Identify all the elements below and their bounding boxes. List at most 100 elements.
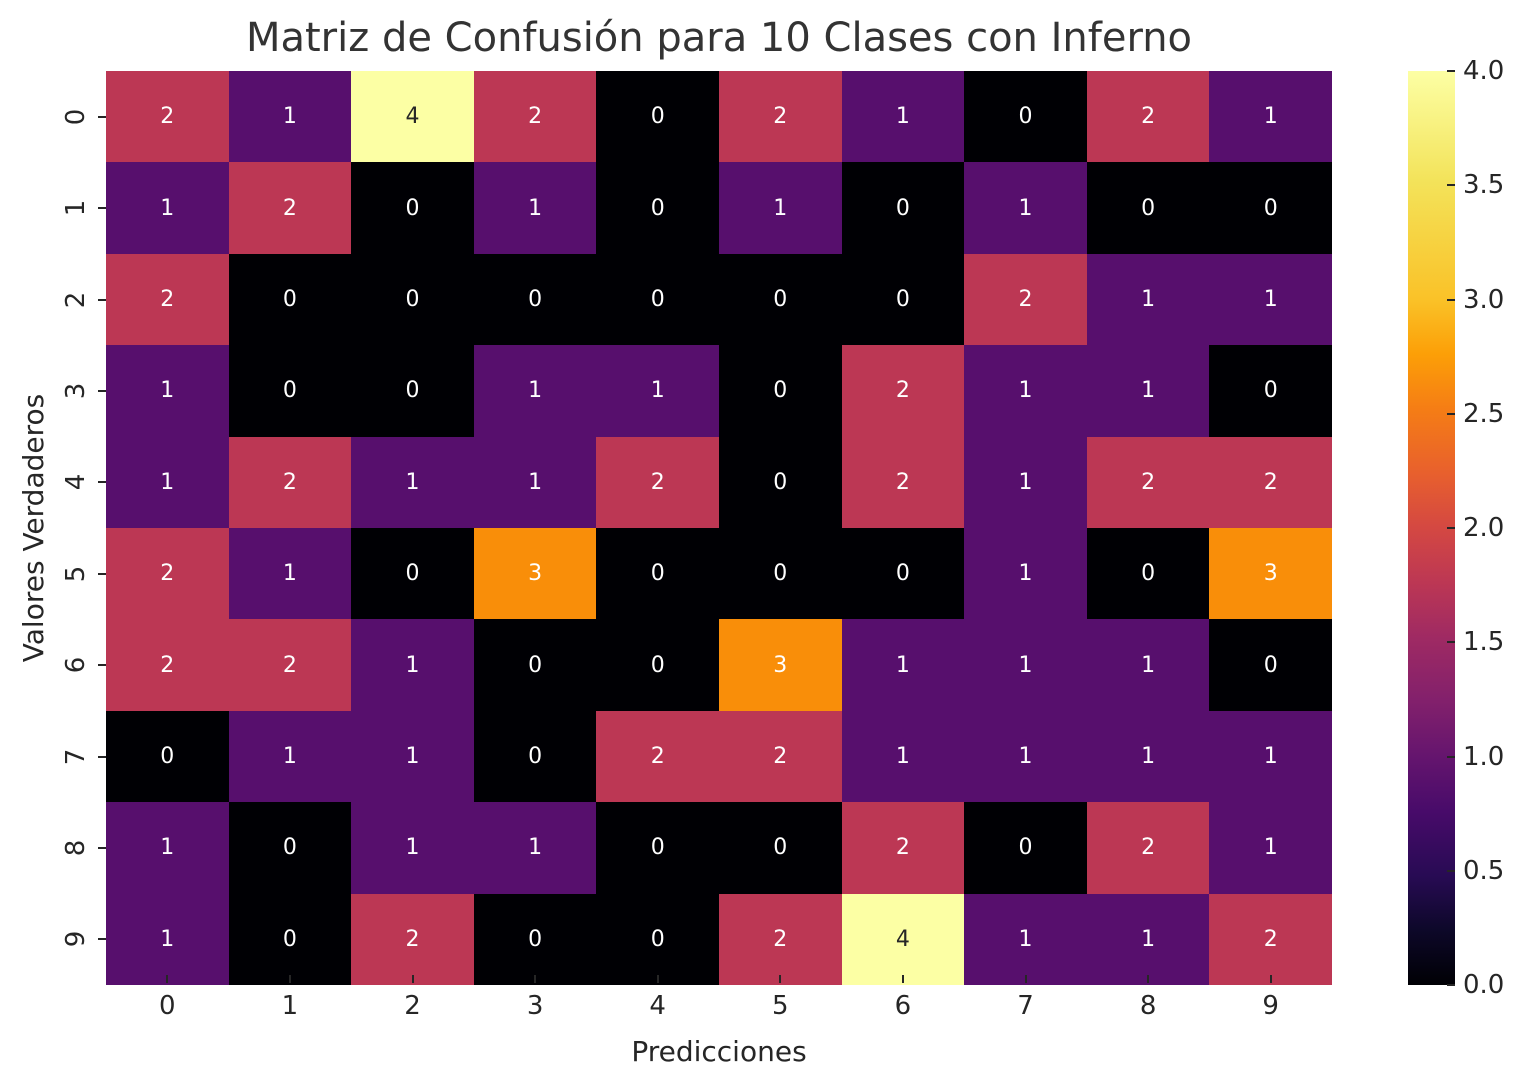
colorbar-tick-label: 1.0 (1463, 741, 1505, 772)
heatmap-cell: 2 (596, 710, 719, 803)
heatmap-cell: 1 (1086, 710, 1210, 803)
heatmap-cell: 0 (718, 802, 842, 894)
x-tick-mark (534, 975, 537, 983)
colorbar-tick-mark (1447, 984, 1455, 986)
y-tick-label: 4 (61, 474, 91, 491)
x-tick-label: 0 (159, 991, 176, 1021)
x-axis-label: Predicciones (631, 1035, 807, 1068)
heatmap-cell: 0 (841, 253, 965, 346)
heatmap-cell: 0 (841, 528, 965, 620)
y-tick-mark (98, 664, 106, 667)
colorbar-tick-mark (1447, 184, 1455, 187)
x-tick-label: 4 (649, 991, 666, 1021)
heatmap-cell: 0 (351, 528, 474, 620)
y-axis-label-text: Valores Verdaderos (17, 393, 50, 663)
heatmap-cell: 0 (228, 893, 352, 985)
chart-title: Matriz de Confusión para 10 Clases con I… (245, 15, 1193, 61)
heatmap-cell: 0 (596, 528, 719, 620)
heatmap-cell: 1 (1086, 345, 1210, 437)
heatmap-cell: 0 (351, 345, 474, 437)
heatmap-cell: 1 (1086, 253, 1210, 346)
heatmap-cell: 1 (596, 345, 719, 437)
heatmap-cell: 1 (473, 436, 597, 528)
heatmap-cell: 3 (473, 528, 597, 620)
heatmap-cell: 1 (964, 436, 1087, 528)
heatmap-cell: 1 (351, 619, 474, 711)
colorbar-tick-label: 2.0 (1463, 513, 1505, 543)
y-tick-mark (98, 207, 106, 210)
heatmap-cell: 2 (106, 619, 229, 711)
heatmap-cell: 0 (841, 162, 965, 254)
x-tick-mark (1269, 975, 1272, 983)
heatmap-cell: 1 (106, 436, 229, 528)
y-tick-mark (98, 481, 106, 484)
x-tick-mark (901, 975, 904, 983)
heatmap-cell: 2 (473, 71, 597, 163)
heatmap-cell: 2 (1086, 71, 1210, 163)
heatmap-cell: 2 (106, 71, 229, 163)
heatmap-cell: 2 (106, 528, 229, 620)
x-tick-label: 1 (281, 991, 299, 1021)
heatmap-cell: 2 (1086, 436, 1210, 528)
colorbar-tick-label: 3.5 (1463, 170, 1505, 201)
colorbar-tick-mark (1447, 755, 1455, 758)
heatmap-cell: 0 (596, 619, 719, 711)
heatmap-cell: 0 (596, 893, 719, 985)
heatmap-cell: 2 (964, 253, 1087, 346)
heatmap-cell: 2 (1209, 893, 1332, 985)
x-tick-label: 9 (1262, 991, 1279, 1021)
heatmap-cell: 2 (718, 71, 842, 163)
heatmap-cell: 1 (964, 528, 1087, 620)
heatmap-cell: 4 (841, 893, 965, 985)
colorbar-tick-mark (1447, 70, 1455, 72)
heatmap-cell: 1 (1209, 802, 1332, 894)
heatmap-cell: 0 (718, 436, 842, 528)
heatmap-cell: 0 (596, 162, 719, 254)
heatmap-cell: 0 (1209, 162, 1332, 254)
y-tick-mark (98, 115, 106, 118)
y-tick-label: 1 (61, 199, 91, 217)
heatmap-cell: 1 (841, 710, 965, 803)
colorbar-tick-mark (1447, 412, 1455, 415)
heatmap-cell: 2 (718, 710, 842, 803)
heatmap-cell: 2 (228, 436, 352, 528)
heatmap-cell: 0 (596, 802, 719, 894)
heatmap-cell: 1 (1086, 893, 1210, 985)
colorbar-tick-mark (1447, 641, 1455, 644)
heatmap-cell: 1 (841, 619, 965, 711)
colorbar-tick-mark (1447, 298, 1455, 301)
heatmap-cell: 1 (841, 71, 965, 163)
heatmap-cell: 0 (718, 345, 842, 437)
heatmap-cell: 4 (351, 71, 474, 163)
heatmap-cell: 1 (473, 802, 597, 894)
heatmap-cell: 2 (718, 893, 842, 985)
x-tick-label: 8 (1139, 991, 1157, 1021)
heatmap-cell: 2 (106, 253, 229, 346)
y-tick-mark (98, 755, 106, 758)
y-tick-mark (98, 846, 106, 849)
heatmap-cell: 0 (473, 253, 597, 346)
heatmap-cell: 1 (964, 345, 1087, 437)
heatmap-cell: 3 (1209, 528, 1332, 620)
heatmap-cell: 0 (1086, 528, 1210, 620)
heatmap-cell: 0 (596, 71, 719, 163)
heatmap-cell: 1 (1209, 253, 1332, 346)
heatmap-cell: 1 (1086, 619, 1210, 711)
x-tick-mark (1147, 975, 1150, 983)
heatmap-cell: 0 (964, 71, 1087, 163)
heatmap-cell: 1 (964, 893, 1087, 985)
y-tick-mark (98, 572, 106, 575)
y-tick-label: 6 (61, 656, 91, 674)
heatmap-cell: 1 (228, 710, 352, 803)
heatmap-cell: 1 (964, 619, 1087, 711)
heatmap-cell: 1 (228, 71, 352, 163)
colorbar-tick-label: 4.0 (1463, 56, 1505, 86)
heatmap-cell: 1 (1209, 71, 1332, 163)
heatmap-cell: 0 (596, 253, 719, 346)
heatmap-cell: 0 (473, 619, 597, 711)
y-tick-mark (98, 389, 106, 392)
colorbar-tick-label: 3.0 (1463, 284, 1505, 315)
heatmap-cell: 2 (1209, 436, 1332, 528)
heatmap-cell: 2 (228, 162, 352, 254)
y-tick-label: 8 (61, 839, 91, 857)
